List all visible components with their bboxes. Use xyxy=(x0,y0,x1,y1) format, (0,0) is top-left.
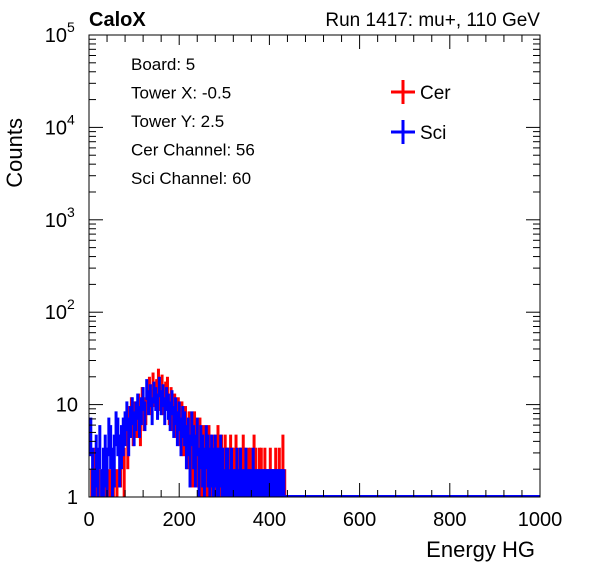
x-tick-label: 400 xyxy=(253,509,286,531)
x-tick-label: 800 xyxy=(433,509,466,531)
y-tick-label: 10 xyxy=(45,302,67,324)
plot-frame xyxy=(88,34,541,498)
chart-title-left: CaloX xyxy=(89,9,146,31)
y-tick-label: 10 xyxy=(56,395,78,417)
y-tick-exponent: 5 xyxy=(67,19,75,35)
legend: Cer Sci xyxy=(391,80,451,144)
y-tick-label: 10 xyxy=(45,117,67,139)
y-tick-exponent: 3 xyxy=(67,204,75,220)
info-box-line: Sci Channel: 60 xyxy=(131,169,251,188)
info-box-line: Cer Channel: 56 xyxy=(131,141,255,160)
y-tick-label: 10 xyxy=(45,210,67,232)
legend-label-cer: Cer xyxy=(420,83,451,104)
x-tick-label: 0 xyxy=(83,509,94,531)
x-tick-label: 200 xyxy=(163,509,196,531)
x-tick-label: 600 xyxy=(343,509,376,531)
info-box-line: Tower X: -0.5 xyxy=(131,84,231,103)
y-axis-label: Counts xyxy=(2,118,27,188)
series-sci xyxy=(89,376,540,497)
series-layer xyxy=(89,368,540,497)
info-box-line: Tower Y: 2.5 xyxy=(131,112,224,131)
y-tick-label: 1 xyxy=(67,487,78,509)
info-box-line: Board: 5 xyxy=(131,55,195,74)
y-tick-exponent: 4 xyxy=(67,111,75,127)
chart-title-right: Run 1417: mu+, 110 GeV xyxy=(325,10,540,31)
y-tick-exponent: 2 xyxy=(67,296,75,312)
info-box-background xyxy=(119,45,359,197)
y-tick-label: 10 xyxy=(45,25,67,47)
info-box: Board: 5 Tower X: -0.5 Tower Y: 2.5 Cer Cha… xyxy=(119,45,359,197)
legend-label-sci: Sci xyxy=(420,123,446,144)
x-tick-label: 1000 xyxy=(518,509,563,531)
x-axis-label: Energy HG xyxy=(426,537,535,562)
